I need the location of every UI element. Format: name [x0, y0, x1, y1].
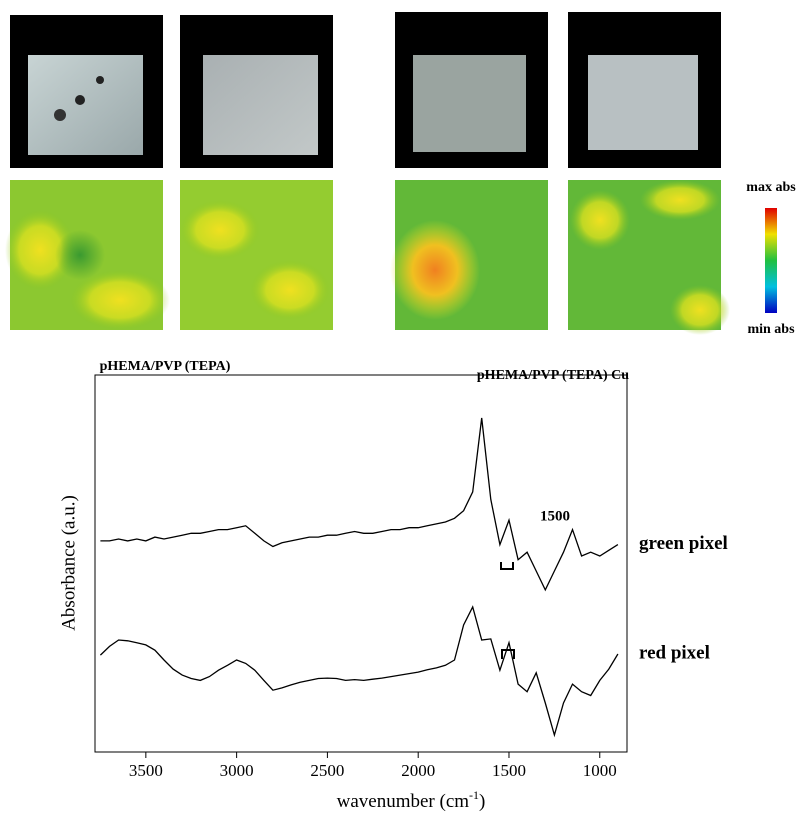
panel-label: pHEMA/PVP (TEPA) Cu	[477, 368, 629, 383]
x-tick-label: 3500	[129, 761, 163, 780]
colorbar-min: min abs	[747, 322, 795, 337]
spectrum-line	[100, 417, 619, 592]
colorbar-max: max abs	[746, 180, 796, 195]
plot-frame	[94, 374, 628, 753]
annotation: 1500	[540, 508, 570, 524]
bracket	[501, 649, 515, 659]
photos	[10, 12, 721, 168]
x-tick-label: 3000	[220, 761, 254, 780]
x-axis-label-part: )	[479, 791, 485, 812]
x-tick-label: 2500	[310, 761, 344, 780]
colorbar	[765, 208, 777, 313]
x-tick-label: 1500	[492, 761, 526, 780]
x-tick-label: 1000	[583, 761, 617, 780]
panel-label: pHEMA/PVP (TEPA)	[100, 359, 231, 374]
y-axis-label: Absorbance (a.u.)	[58, 495, 79, 631]
series-label: green pixel	[639, 533, 728, 554]
spectrum-line	[99, 605, 619, 738]
series-label: red pixel	[639, 642, 710, 663]
x-axis-label-part: wavenumber (cm	[337, 791, 470, 812]
x-tick-label: 2000	[401, 761, 435, 780]
x-axis-label: wavenumber (cm-1)	[337, 788, 486, 813]
bracket	[500, 562, 514, 570]
absorbance-maps	[5, 180, 777, 335]
x-axis-label-sup: -1	[469, 788, 479, 802]
